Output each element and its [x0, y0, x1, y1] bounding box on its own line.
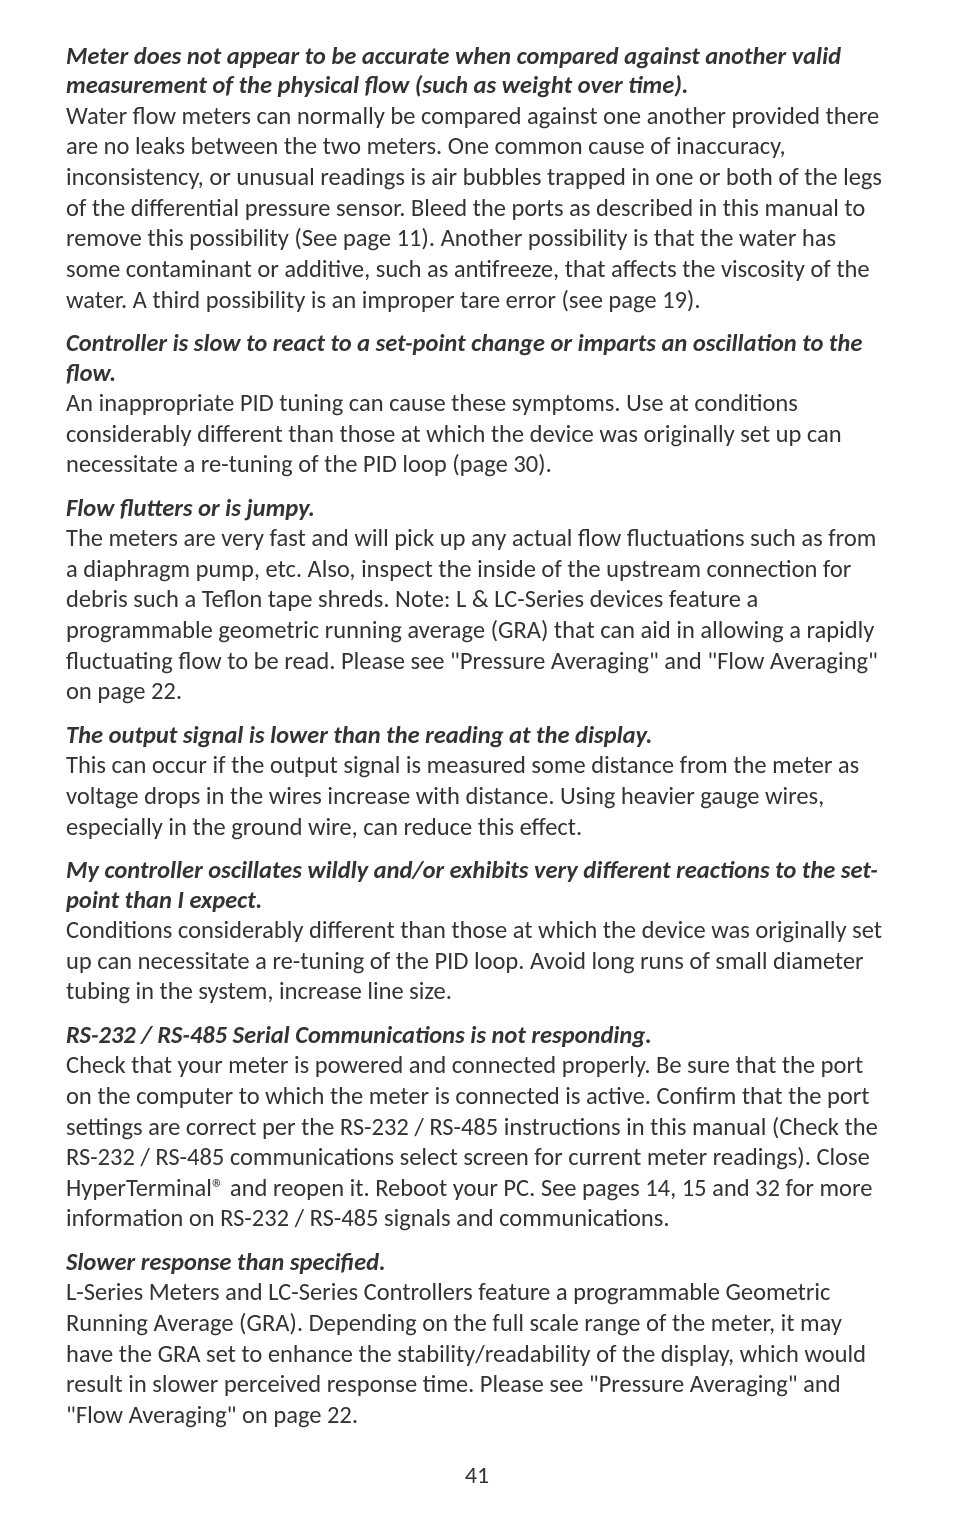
section-body: The meters are very fast and will pick u…: [66, 523, 888, 707]
section-heading: Controller is slow to react to a set-poi…: [66, 329, 888, 388]
section-4: The output signal is lower than the read…: [66, 721, 888, 842]
section-heading: The output signal is lower than the read…: [66, 721, 888, 750]
section-heading: Meter does not appear to be accurate whe…: [66, 42, 888, 101]
section-heading: My controller oscillates wildly and/or e…: [66, 856, 888, 915]
section-3: Flow flutters or is jumpy. The meters ar…: [66, 494, 888, 707]
section-body: L-Series Meters and LC-Series Controller…: [66, 1277, 888, 1430]
section-body: Water flow meters can normally be compar…: [66, 101, 888, 315]
section-body: Conditions considerably different than t…: [66, 915, 888, 1007]
section-5: My controller oscillates wildly and/or e…: [66, 856, 888, 1007]
section-6: RS-232 / RS-485 Serial Communications is…: [66, 1021, 888, 1234]
section-2: Controller is slow to react to a set-poi…: [66, 329, 888, 480]
section-body: This can occur if the output signal is m…: [66, 750, 888, 842]
section-heading: Flow flutters or is jumpy.: [66, 494, 888, 523]
section-1: Meter does not appear to be accurate whe…: [66, 42, 888, 315]
section-7: Slower response than specified. L-Series…: [66, 1248, 888, 1431]
section-body: An inappropriate PID tuning can cause th…: [66, 388, 888, 480]
section-body: Check that your meter is powered and con…: [66, 1050, 888, 1234]
section-heading: RS-232 / RS-485 Serial Communications is…: [66, 1021, 888, 1050]
section-heading: Slower response than specified.: [66, 1248, 888, 1277]
page-number: 41: [66, 1461, 888, 1491]
